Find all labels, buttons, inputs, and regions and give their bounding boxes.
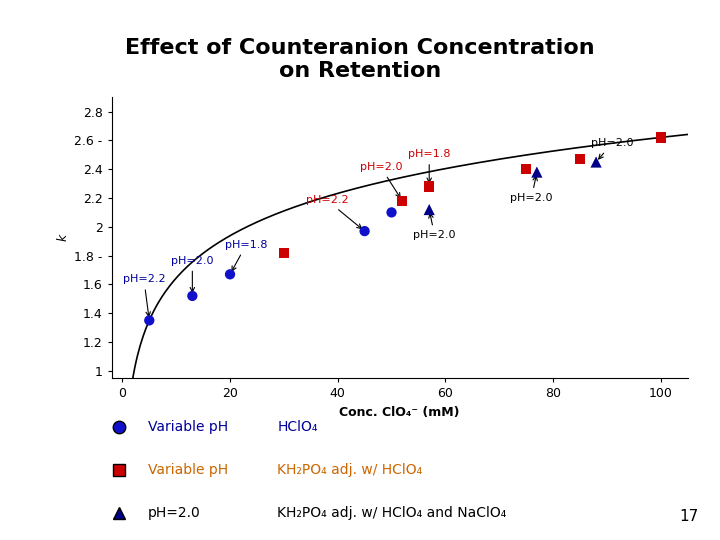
- Point: [224, 270, 235, 279]
- Point: [590, 158, 602, 166]
- Text: HClO₄: HClO₄: [277, 420, 318, 434]
- Text: KH₂PO₄ adj. w/ HClO₄: KH₂PO₄ adj. w/ HClO₄: [277, 463, 423, 477]
- Point: [397, 197, 408, 205]
- Point: [386, 208, 397, 217]
- Point: [359, 227, 370, 235]
- Text: pH=2.0: pH=2.0: [148, 506, 200, 520]
- Text: pH=2.0: pH=2.0: [413, 213, 456, 240]
- Text: KH₂PO₄ adj. w/ HClO₄ and NaClO₄: KH₂PO₄ adj. w/ HClO₄ and NaClO₄: [277, 506, 507, 520]
- Text: Effect of Counteranion Concentration
on Retention: Effect of Counteranion Concentration on …: [125, 38, 595, 81]
- Text: pH=2.0: pH=2.0: [510, 176, 553, 203]
- Text: pH=2.0: pH=2.0: [359, 162, 402, 198]
- Text: pH=2.2: pH=2.2: [122, 274, 165, 316]
- Text: 17: 17: [679, 509, 698, 524]
- Text: pH=2.0: pH=2.0: [591, 138, 634, 159]
- Point: [186, 292, 198, 300]
- Text: Variable pH: Variable pH: [148, 420, 228, 434]
- Y-axis label: k: k: [57, 234, 70, 241]
- Text: Variable pH: Variable pH: [148, 463, 228, 477]
- Point: [423, 205, 435, 214]
- Point: [531, 168, 543, 177]
- Point: [574, 155, 585, 164]
- Point: [143, 316, 155, 325]
- Point: [521, 165, 532, 173]
- Point: [278, 248, 289, 257]
- Text: pH=1.8: pH=1.8: [225, 240, 267, 271]
- Text: pH=2.2: pH=2.2: [305, 195, 361, 228]
- X-axis label: Conc. ClO₄⁻ (mM): Conc. ClO₄⁻ (mM): [339, 406, 460, 419]
- Point: [423, 182, 435, 191]
- Point: [655, 133, 667, 142]
- Text: pH=1.8: pH=1.8: [408, 149, 451, 183]
- Text: pH=2.0: pH=2.0: [171, 255, 214, 292]
